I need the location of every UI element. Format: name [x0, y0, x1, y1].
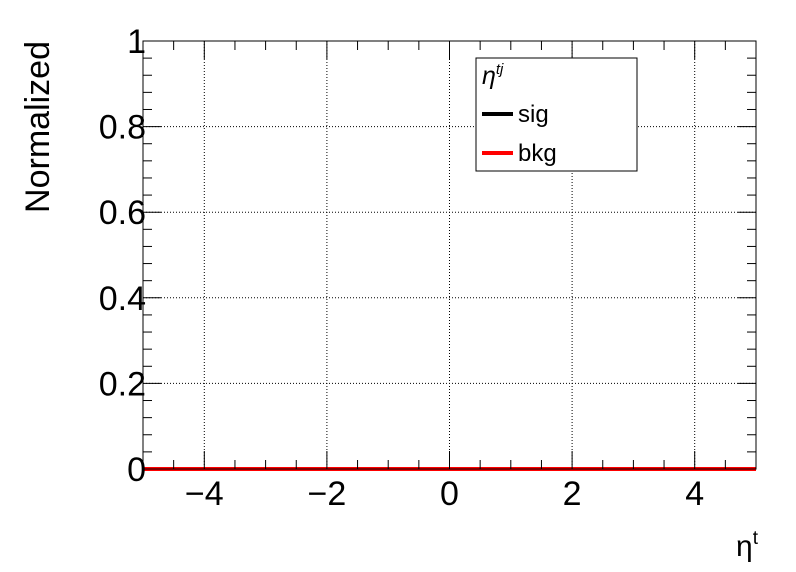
legend: ηtj sig bkg — [475, 57, 638, 172]
legend-label-sig: sig — [518, 101, 549, 128]
y-tick-label: 0.2 — [99, 365, 146, 403]
y-tick-label: 0.6 — [99, 194, 146, 232]
tick-layer — [142, 40, 757, 470]
y-tick-label: 0 — [127, 451, 146, 489]
label-layer: −4 −2 0 2 4 0 0.2 0.4 0.6 0.8 1 — [99, 23, 704, 513]
x-tick-label: 2 — [563, 475, 582, 513]
legend-label-bkg: bkg — [518, 140, 557, 167]
x-tick-label: −2 — [308, 475, 347, 513]
x-axis-title: ηt — [736, 528, 759, 563]
grid-layer — [143, 41, 756, 469]
legend-header-superscript: tj — [496, 61, 504, 78]
x-tick-label: 0 — [440, 475, 459, 513]
x-tick-label: 4 — [685, 475, 704, 513]
legend-header: ηtj — [482, 61, 504, 90]
y-tick-label: 1 — [127, 23, 146, 61]
legend-header-symbol: η — [482, 62, 496, 90]
x-axis-title-symbol: η — [736, 530, 753, 563]
x-axis-title-superscript: t — [753, 528, 759, 549]
y-axis-title: Normalized — [19, 41, 57, 213]
y-tick-label: 0.4 — [99, 280, 146, 318]
x-tick-label: −4 — [185, 475, 224, 513]
y-tick-label: 0.8 — [99, 109, 146, 147]
